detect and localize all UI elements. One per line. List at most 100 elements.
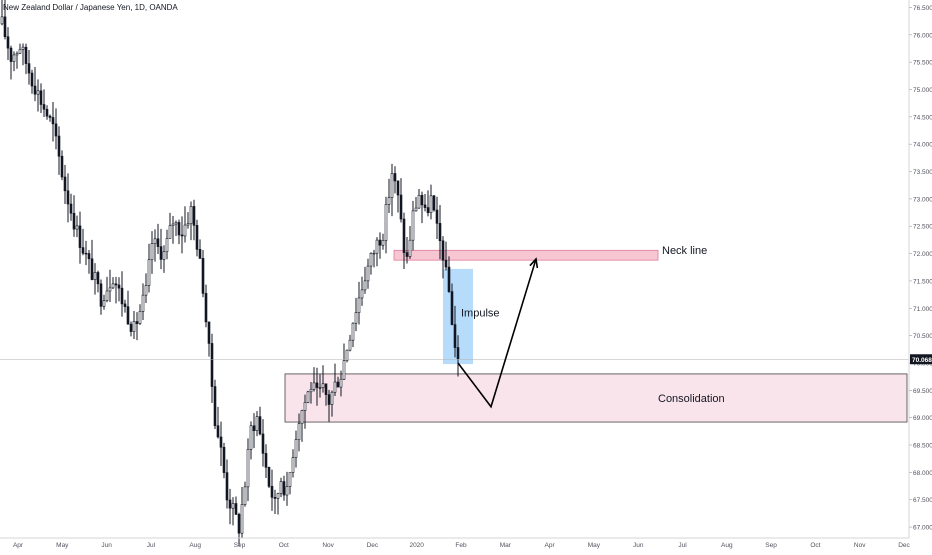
candle-body [240, 504, 244, 534]
candle-body [3, 16, 7, 38]
time-tick-label: 2020 [409, 542, 424, 549]
candle-body [375, 239, 379, 254]
candle-body [54, 123, 58, 137]
candle-body [438, 223, 442, 242]
candle-body [402, 218, 406, 253]
candle-body [456, 347, 460, 360]
candle-body [285, 486, 289, 496]
candle-body [9, 47, 13, 62]
candle-body [126, 306, 130, 325]
time-tick-label: Sep [765, 542, 777, 549]
candle-body [420, 194, 424, 206]
candle-body [57, 135, 61, 157]
candle-body [96, 272, 100, 285]
candle-body [339, 378, 343, 388]
candle-body [216, 425, 220, 438]
candle-body [270, 485, 274, 498]
candle-body [360, 289, 364, 299]
candle-body [21, 46, 25, 50]
price-tick-label: 72.500 [913, 224, 932, 231]
candle-body [450, 291, 454, 325]
consolidation-label: Consolidation [658, 393, 725, 405]
candle-body [186, 223, 190, 226]
time-tick-label: May [56, 542, 69, 549]
candle-body [198, 249, 202, 259]
candle-body [168, 225, 172, 239]
candle-body [87, 253, 91, 260]
candle-body [273, 497, 277, 499]
price-tick-label: 76.000 [913, 32, 932, 39]
candle-body [279, 481, 283, 494]
candle-body [435, 209, 439, 224]
arrow-head [529, 257, 539, 269]
time-tick-label: Jun [633, 542, 644, 549]
candle-body [102, 300, 106, 307]
candle-body [48, 115, 52, 118]
time-tick-label: Dec [898, 542, 910, 549]
candle-body [264, 453, 268, 468]
candle-body [378, 239, 382, 246]
candle-body [123, 303, 127, 307]
candle-body [255, 416, 259, 431]
projection-arrow[interactable] [457, 258, 537, 409]
candle-body [147, 259, 151, 286]
chart-title: New Zealand Dollar / Japanese Yen, 1D, O… [3, 3, 178, 12]
candle-body [165, 238, 169, 253]
candle-body [303, 402, 307, 411]
price-tick-label: 71.000 [913, 306, 932, 313]
time-tick-label: Aug [721, 542, 733, 549]
candle-body [36, 90, 40, 95]
price-tick-label: 75.500 [913, 60, 932, 67]
candle-body [369, 253, 373, 267]
candle-body [348, 339, 352, 351]
candle-layer [0, 0, 909, 547]
price-tick-label: 74.000 [913, 142, 932, 149]
candle-body [243, 486, 247, 505]
candle-body [288, 472, 292, 487]
candle-body [81, 247, 85, 254]
candle-body [129, 323, 133, 332]
candle-body [441, 240, 445, 261]
candle-body [345, 349, 349, 361]
candle-body [111, 283, 115, 289]
candle-body [300, 410, 304, 425]
candle-body [351, 322, 355, 341]
candle-body [366, 265, 370, 282]
candle-body [99, 283, 103, 307]
time-tick-label: May [588, 542, 601, 549]
candle-body [114, 283, 118, 286]
candle-body [225, 472, 229, 501]
candle-body [75, 225, 79, 230]
time-tick-label: Dec [367, 542, 379, 549]
candle-body [45, 108, 49, 117]
candle-body [27, 63, 31, 74]
price-tick-label: 71.500 [913, 278, 932, 285]
candle-body [120, 287, 124, 305]
candle-body [90, 258, 94, 280]
candle-body [18, 49, 22, 54]
candle-body [222, 446, 226, 473]
candle-body [153, 238, 157, 244]
neck-line-zone[interactable] [393, 249, 659, 261]
candle-body [372, 252, 376, 255]
candle-body [195, 225, 199, 250]
candle-body [108, 287, 112, 292]
candle-body [411, 210, 415, 241]
candle-body [204, 293, 208, 323]
candle-body [390, 173, 394, 198]
time-tick-label: Oct [279, 542, 289, 549]
candle-body [69, 203, 73, 214]
candle-body [12, 54, 16, 62]
time-tick-label: Apr [13, 542, 24, 549]
candle-body [453, 324, 457, 348]
candle-body [321, 383, 325, 388]
candle-body [309, 388, 313, 393]
consolidation-zone[interactable] [284, 373, 908, 423]
candle-body [177, 222, 181, 236]
candle-body [135, 321, 139, 325]
price-tick-label: 68.500 [913, 443, 932, 450]
candle-body [333, 381, 337, 393]
candle-body [429, 195, 433, 213]
